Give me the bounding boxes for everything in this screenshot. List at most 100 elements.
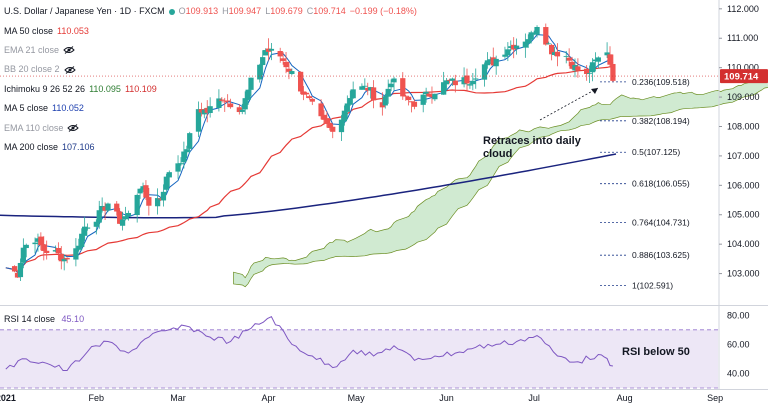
candle[interactable] — [105, 203, 111, 211]
candle[interactable] — [146, 197, 152, 206]
candle[interactable] — [502, 54, 508, 57]
candle[interactable] — [184, 149, 190, 153]
candle[interactable] — [58, 253, 64, 262]
candle[interactable] — [265, 48, 272, 52]
candle[interactable] — [93, 221, 99, 227]
hidden-eye-icon[interactable] — [67, 124, 80, 132]
candle[interactable] — [572, 65, 578, 71]
candle[interactable] — [242, 98, 248, 110]
candle[interactable] — [160, 191, 167, 201]
candle[interactable] — [513, 45, 520, 49]
candle[interactable] — [566, 57, 572, 61]
candle[interactable] — [362, 85, 368, 87]
candle[interactable] — [157, 198, 164, 200]
symbol-title[interactable]: U.S. Dollar / Japanese Yen · 1D · FXCM — [4, 6, 165, 17]
candle[interactable] — [426, 93, 432, 97]
candle[interactable] — [452, 80, 458, 86]
candle[interactable] — [119, 219, 126, 226]
candle[interactable] — [432, 93, 438, 100]
candle[interactable] — [280, 58, 286, 61]
candle[interactable] — [166, 172, 172, 178]
candle[interactable] — [73, 248, 79, 260]
candle[interactable] — [467, 84, 473, 86]
candle[interactable] — [528, 32, 534, 40]
candle[interactable] — [607, 54, 613, 65]
candle[interactable] — [17, 262, 24, 278]
candle[interactable] — [508, 46, 514, 48]
candle[interactable] — [102, 206, 108, 211]
candle[interactable] — [55, 248, 62, 254]
candle[interactable] — [262, 50, 269, 56]
candle[interactable] — [604, 52, 610, 56]
rsi-legend[interactable]: RSI 14 close 45.10 — [4, 314, 84, 324]
candle[interactable] — [330, 126, 336, 132]
candle[interactable] — [286, 68, 292, 72]
candle[interactable] — [300, 91, 307, 95]
indicator-row[interactable]: MA 50 close 110.053 — [4, 21, 421, 40]
candle[interactable] — [569, 61, 575, 69]
candle[interactable] — [531, 33, 537, 34]
candle[interactable] — [359, 86, 365, 90]
candle[interactable] — [368, 87, 374, 91]
candle[interactable] — [178, 163, 184, 165]
candle[interactable] — [589, 62, 596, 73]
candle[interactable] — [525, 39, 531, 44]
candle[interactable] — [610, 63, 616, 81]
candle[interactable] — [268, 48, 275, 51]
candle[interactable] — [575, 66, 581, 71]
candle[interactable] — [201, 109, 207, 115]
candle[interactable] — [586, 73, 593, 75]
candle[interactable] — [134, 194, 140, 216]
candle[interactable] — [117, 211, 123, 224]
candle[interactable] — [449, 78, 456, 81]
candle[interactable] — [239, 109, 245, 112]
candle[interactable] — [493, 58, 499, 67]
candle[interactable] — [403, 95, 409, 97]
candle[interactable] — [76, 245, 82, 250]
candle[interactable] — [484, 60, 491, 66]
candle[interactable] — [350, 89, 356, 99]
candle[interactable] — [257, 64, 263, 80]
candle[interactable] — [32, 242, 38, 245]
candle[interactable] — [385, 88, 391, 97]
candle[interactable] — [227, 103, 234, 108]
candle[interactable] — [490, 57, 496, 66]
candle[interactable] — [207, 106, 213, 114]
candle[interactable] — [38, 236, 44, 246]
candle[interactable] — [198, 109, 205, 113]
candle[interactable] — [461, 77, 467, 85]
candle[interactable] — [318, 103, 324, 117]
candle[interactable] — [41, 244, 47, 251]
candle[interactable] — [260, 57, 266, 66]
candle[interactable] — [114, 203, 120, 212]
candle[interactable] — [321, 114, 327, 120]
candle[interactable] — [11, 266, 18, 272]
candle[interactable] — [327, 122, 333, 128]
candle[interactable] — [248, 77, 254, 90]
candle[interactable] — [84, 227, 91, 229]
candle[interactable] — [245, 89, 251, 100]
candle[interactable] — [420, 94, 426, 105]
candle[interactable] — [79, 233, 85, 248]
hidden-eye-icon[interactable] — [63, 65, 76, 74]
candle[interactable] — [511, 44, 517, 50]
candle[interactable] — [20, 247, 26, 263]
candle[interactable] — [505, 49, 511, 56]
indicator-row[interactable]: BB 20 close 2 — [4, 60, 421, 79]
candle[interactable] — [125, 212, 132, 217]
hidden-eye-icon[interactable] — [63, 46, 75, 55]
candle[interactable] — [429, 95, 435, 98]
candle[interactable] — [283, 61, 289, 68]
candle[interactable] — [423, 91, 429, 95]
candle[interactable] — [487, 59, 493, 61]
candle[interactable] — [388, 83, 394, 88]
candle[interactable] — [347, 98, 353, 105]
candle[interactable] — [122, 216, 129, 220]
indicator-row[interactable]: EMA 21 close — [4, 41, 421, 60]
candle[interactable] — [219, 99, 225, 101]
candle[interactable] — [143, 185, 149, 198]
candle[interactable] — [225, 100, 231, 102]
candle[interactable] — [464, 75, 470, 84]
candle[interactable] — [554, 51, 561, 57]
